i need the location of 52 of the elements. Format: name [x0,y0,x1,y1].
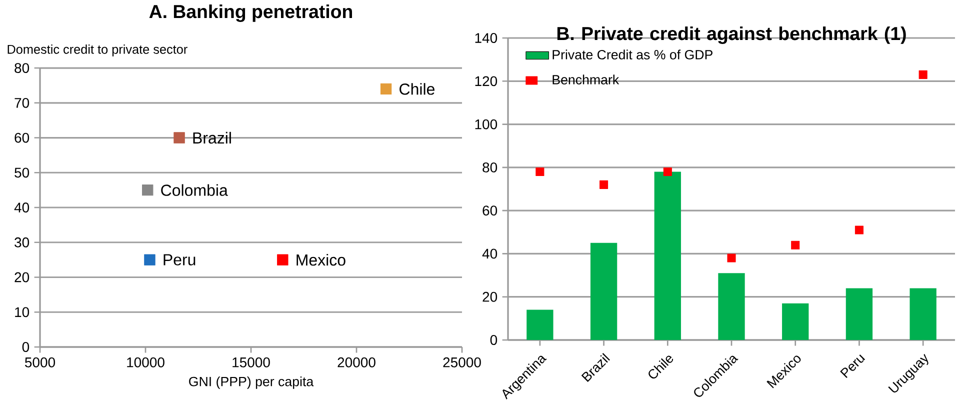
point [380,83,392,95]
chart-title: A. Banking penetration [149,4,352,22]
y-tick-label: 40 [482,248,498,259]
bar [526,310,554,340]
y-tick-label: 0 [490,335,498,345]
bar [590,242,618,340]
y-tick-label: 20 [482,292,498,302]
x-tick-label: 5000 [25,357,56,368]
y-tick-label: 120 [475,76,498,86]
point [536,167,544,176]
y-tick-label: 100 [475,119,498,130]
y-tick-label: 0 [22,342,30,352]
point [663,167,672,176]
y-tick-label: 30 [14,237,30,248]
point [142,184,154,196]
x-tick-label: 25000 [443,357,481,368]
y-tick-label: 60 [482,206,498,216]
y-axis-title: Domestic credit to private sector [8,44,188,56]
y-tick-label: 20 [14,272,30,282]
y-tick-label: 140 [475,33,498,43]
bar [910,288,936,340]
series-label: Chile [400,83,434,95]
x-tick-label: 15000 [232,357,270,368]
point [600,180,608,189]
series-label: Colombia [161,184,228,196]
bar [718,273,745,340]
chart-title: B. Private credit against benchmark (1) [557,26,906,44]
legend-label: Benchmark [552,74,620,84]
y-tick-label: 70 [14,98,30,108]
y-tick-label: 80 [482,162,498,172]
y-tick-label: 40 [14,202,30,212]
series-label: Mexico [296,254,346,266]
point [144,254,156,266]
point [918,70,928,79]
bar [846,288,873,340]
point [174,132,185,144]
y-tick-label: 10 [15,307,30,318]
point [854,226,864,234]
y-tick-label: 80 [14,63,30,73]
bar [654,172,681,340]
bar [782,303,809,340]
point [791,240,800,250]
y-tick-label: 50 [14,168,30,178]
x-axis-title: GNI (PPP) per capita [189,376,314,389]
x-tick-label: 10000 [127,357,164,368]
point [727,254,736,262]
x-tick-label: 20000 [338,357,376,368]
series-label: Peru [164,254,196,266]
legend-label: Private Credit as % of GDP [552,50,712,60]
series-label: Brazil [193,132,231,144]
y-tick-label: 60 [14,132,30,143]
point [277,254,288,266]
